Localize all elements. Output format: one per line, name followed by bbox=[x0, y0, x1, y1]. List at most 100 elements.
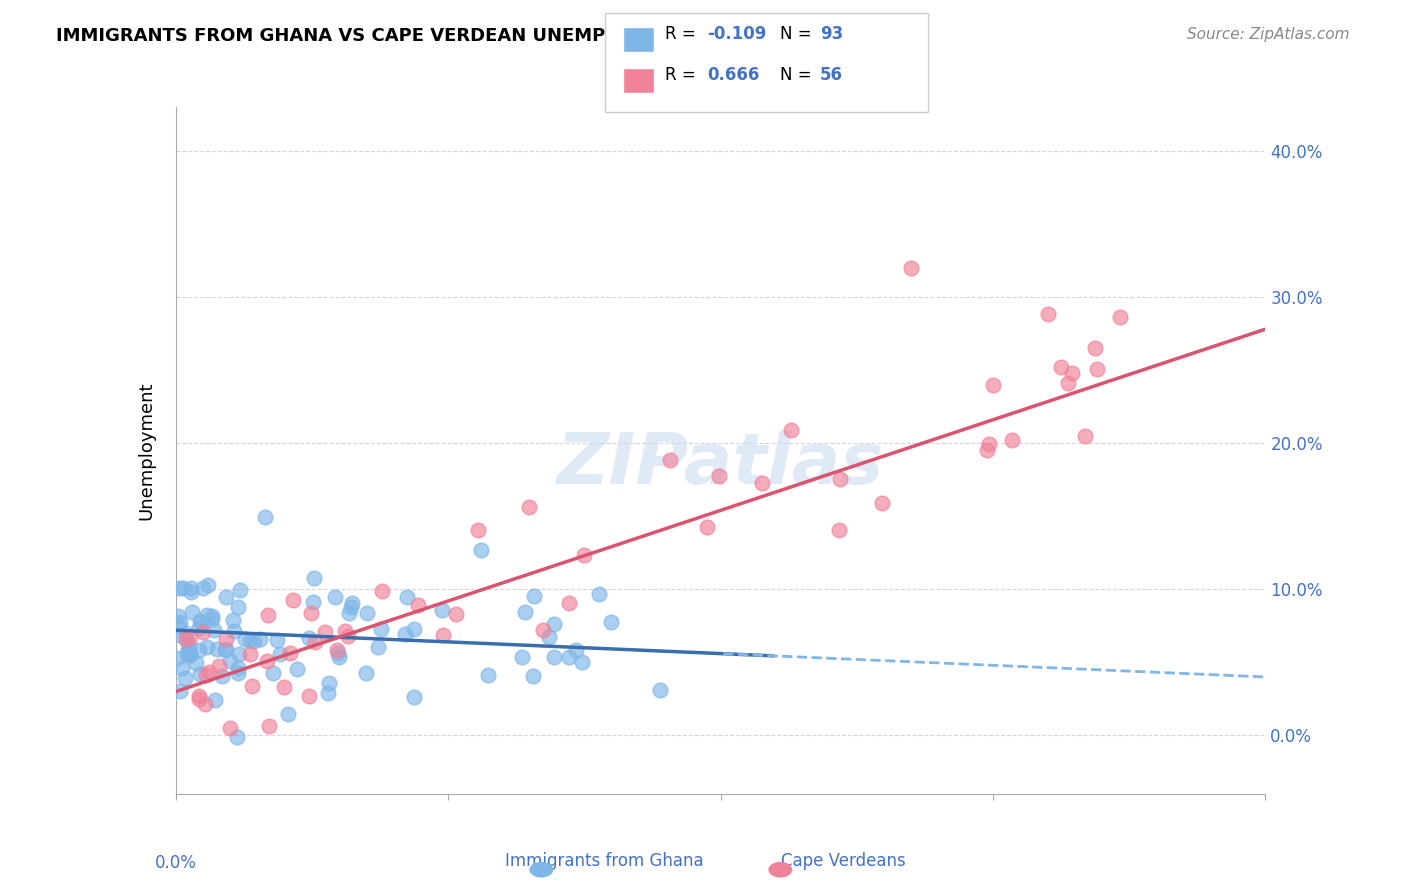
Immigrants from Ghana bbox=[522, 589, 544, 603]
Cape Verdeans bbox=[572, 548, 595, 562]
Immigrants from Ghana bbox=[169, 683, 191, 698]
Cape Verdeans bbox=[326, 643, 349, 657]
Cape Verdeans bbox=[278, 646, 301, 660]
Immigrants from Ghana bbox=[172, 581, 194, 595]
Immigrants from Ghana bbox=[249, 632, 271, 647]
Immigrants from Ghana bbox=[167, 628, 190, 642]
Cape Verdeans bbox=[977, 437, 1000, 451]
Immigrants from Ghana bbox=[564, 643, 586, 657]
Cape Verdeans bbox=[301, 607, 323, 621]
Text: 93: 93 bbox=[820, 25, 844, 43]
Cape Verdeans bbox=[208, 659, 231, 673]
Immigrants from Ghana bbox=[179, 640, 201, 654]
Immigrants from Ghana bbox=[394, 627, 416, 641]
Text: IMMIGRANTS FROM GHANA VS CAPE VERDEAN UNEMPLOYMENT CORRELATION CHART: IMMIGRANTS FROM GHANA VS CAPE VERDEAN UN… bbox=[56, 27, 922, 45]
Immigrants from Ghana bbox=[262, 666, 284, 681]
Cape Verdeans bbox=[281, 593, 304, 607]
Immigrants from Ghana bbox=[404, 690, 426, 704]
Text: 0.0%: 0.0% bbox=[155, 855, 197, 872]
Immigrants from Ghana bbox=[396, 591, 419, 605]
Immigrants from Ghana bbox=[515, 605, 537, 619]
Immigrants from Ghana bbox=[370, 622, 392, 636]
Cape Verdeans bbox=[1001, 433, 1024, 447]
Immigrants from Ghana bbox=[430, 603, 453, 617]
Immigrants from Ghana bbox=[228, 599, 250, 614]
Immigrants from Ghana bbox=[202, 623, 225, 637]
Cape Verdeans bbox=[1074, 428, 1097, 442]
Immigrants from Ghana bbox=[226, 661, 249, 675]
Immigrants from Ghana bbox=[190, 666, 212, 681]
Immigrants from Ghana bbox=[177, 642, 200, 657]
Immigrants from Ghana bbox=[558, 650, 581, 665]
Immigrants from Ghana bbox=[188, 643, 211, 657]
Immigrants from Ghana bbox=[470, 543, 492, 558]
Immigrants from Ghana bbox=[243, 633, 266, 648]
Cape Verdeans bbox=[259, 719, 281, 733]
Cape Verdeans bbox=[408, 598, 430, 612]
Text: R =: R = bbox=[665, 25, 702, 43]
Immigrants from Ghana bbox=[224, 624, 246, 639]
Cape Verdeans bbox=[176, 632, 198, 647]
Cape Verdeans bbox=[333, 624, 356, 638]
Immigrants from Ghana bbox=[201, 608, 224, 623]
Cape Verdeans bbox=[751, 475, 773, 490]
Immigrants from Ghana bbox=[167, 609, 190, 624]
Immigrants from Ghana bbox=[599, 615, 621, 629]
Immigrants from Ghana bbox=[522, 669, 544, 683]
Immigrants from Ghana bbox=[316, 686, 339, 700]
Immigrants from Ghana bbox=[229, 582, 252, 597]
Immigrants from Ghana bbox=[191, 582, 214, 596]
Immigrants from Ghana bbox=[170, 661, 193, 675]
Immigrants from Ghana bbox=[269, 647, 291, 661]
Immigrants from Ghana bbox=[571, 655, 593, 669]
Text: 56: 56 bbox=[820, 66, 842, 84]
Cape Verdeans bbox=[1050, 359, 1073, 374]
Cape Verdeans bbox=[240, 679, 263, 693]
Cape Verdeans bbox=[1083, 341, 1105, 355]
Cape Verdeans bbox=[531, 624, 554, 638]
Text: N =: N = bbox=[780, 66, 817, 84]
Immigrants from Ghana bbox=[301, 595, 323, 609]
Cape Verdeans bbox=[780, 423, 803, 437]
Cape Verdeans bbox=[981, 377, 1004, 392]
Immigrants from Ghana bbox=[221, 613, 243, 627]
Cape Verdeans bbox=[371, 584, 394, 599]
Cape Verdeans bbox=[870, 496, 893, 510]
Cape Verdeans bbox=[179, 630, 201, 644]
Immigrants from Ghana bbox=[215, 590, 238, 604]
Cape Verdeans bbox=[273, 680, 295, 694]
Cape Verdeans bbox=[314, 625, 336, 640]
Immigrants from Ghana bbox=[254, 509, 277, 524]
Immigrants from Ghana bbox=[195, 640, 218, 654]
Immigrants from Ghana bbox=[214, 643, 236, 657]
Cape Verdeans bbox=[658, 453, 681, 467]
Cape Verdeans bbox=[304, 635, 326, 649]
Immigrants from Ghana bbox=[318, 675, 340, 690]
Cape Verdeans bbox=[828, 523, 851, 537]
Immigrants from Ghana bbox=[190, 614, 212, 628]
Cape Verdeans bbox=[900, 260, 922, 275]
Immigrants from Ghana bbox=[188, 621, 211, 635]
Immigrants from Ghana bbox=[328, 649, 350, 664]
Text: -0.109: -0.109 bbox=[707, 25, 766, 43]
Cape Verdeans bbox=[239, 647, 262, 661]
Cape Verdeans bbox=[1087, 362, 1109, 376]
Immigrants from Ghana bbox=[179, 648, 201, 662]
Cape Verdeans bbox=[1057, 376, 1080, 390]
Immigrants from Ghana bbox=[543, 649, 565, 664]
Cape Verdeans bbox=[976, 442, 998, 457]
Immigrants from Ghana bbox=[298, 631, 321, 645]
Immigrants from Ghana bbox=[211, 668, 233, 682]
Immigrants from Ghana bbox=[173, 671, 195, 685]
Immigrants from Ghana bbox=[197, 577, 219, 591]
Immigrants from Ghana bbox=[195, 607, 218, 622]
Immigrants from Ghana bbox=[169, 615, 191, 630]
Cape Verdeans bbox=[1036, 307, 1059, 321]
Immigrants from Ghana bbox=[228, 647, 250, 661]
Text: Source: ZipAtlas.com: Source: ZipAtlas.com bbox=[1187, 27, 1350, 42]
Cape Verdeans bbox=[298, 689, 321, 703]
Immigrants from Ghana bbox=[287, 662, 309, 676]
Immigrants from Ghana bbox=[180, 585, 202, 599]
Immigrants from Ghana bbox=[218, 653, 240, 667]
Immigrants from Ghana bbox=[167, 581, 190, 595]
